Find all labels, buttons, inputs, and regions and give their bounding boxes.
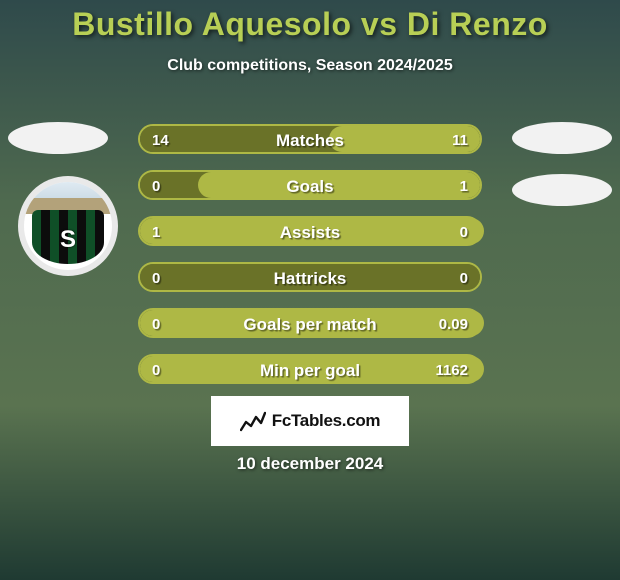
stat-label: Hattricks [140, 264, 480, 294]
watermark: FcTables.com [211, 396, 409, 446]
ellipse-shape [512, 122, 612, 154]
stat-row: Matches14 11 [138, 124, 482, 154]
stat-value-right: 0.09 [439, 310, 468, 340]
stat-label: Min per goal [140, 356, 480, 386]
player-right-silhouette [502, 110, 620, 370]
stat-value-right: 0 [460, 264, 468, 294]
stat-value-right: 0 [460, 218, 468, 248]
date-text: 10 december 2024 [0, 454, 620, 474]
stats-bars: Matches1411Goals01Assists10Hattricks00Go… [138, 124, 482, 400]
club-badge-left: S [18, 176, 118, 276]
stat-value-right: 1162 [435, 356, 468, 386]
comparison-subtitle: Club competitions, Season 2024/2025 [0, 57, 620, 75]
stat-row: Goals0 1 [138, 170, 482, 200]
stat-value-right: 11 [452, 126, 468, 156]
badge-letter: S [54, 226, 82, 254]
comparison-title: Bustillo Aquesolo vs Di Renzo [0, 6, 620, 43]
fctables-icon [240, 410, 266, 432]
stat-value-left: 14 [152, 126, 169, 156]
watermark-text: FcTables.com [272, 411, 381, 431]
stat-row: Assists1 0 [138, 216, 482, 246]
stat-value-left: 0 [152, 310, 160, 340]
content-area: Bustillo Aquesolo vs Di Renzo Club compe… [0, 0, 620, 75]
stat-label: Matches [140, 126, 480, 156]
stat-label: Goals per match [140, 310, 480, 340]
badge-inner: S [24, 182, 112, 270]
stat-row: Hattricks0 0 [138, 262, 482, 292]
stat-row: Min per goal0 1162 [138, 354, 482, 384]
stat-value-left: 1 [152, 218, 160, 248]
player-left-silhouette: S [0, 110, 118, 370]
stat-value-right: 1 [460, 172, 468, 202]
ellipse-shape [8, 122, 108, 154]
stat-label: Assists [140, 218, 480, 248]
stat-row: Goals per match0 0.09 [138, 308, 482, 338]
stat-value-left: 0 [152, 356, 160, 386]
stat-value-left: 0 [152, 264, 160, 294]
ellipse-shape [512, 174, 612, 206]
stat-label: Goals [140, 172, 480, 202]
stat-value-left: 0 [152, 172, 160, 202]
